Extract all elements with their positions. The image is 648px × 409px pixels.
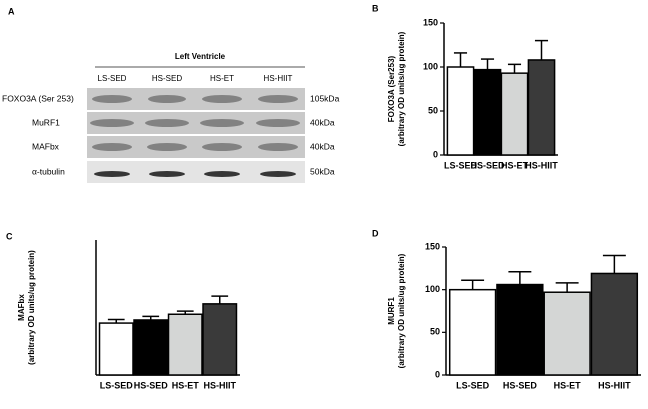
blot-band <box>258 143 298 151</box>
blot-strip <box>87 112 305 134</box>
blot-strip <box>87 161 305 183</box>
y-axis-label: MURF1 <box>387 297 396 325</box>
blot-panel: A Left Ventricle <box>8 6 305 68</box>
blot-strip <box>87 136 305 158</box>
blot-band <box>202 143 242 151</box>
x-tick-label: HS-ET <box>172 380 200 390</box>
y-tick-label: 100 <box>423 61 438 71</box>
blot-band <box>147 143 187 151</box>
y-tick-label: 150 <box>425 241 440 251</box>
bar <box>98 322 134 376</box>
lane-label: LS-SED <box>98 74 127 83</box>
bar <box>473 68 502 156</box>
blot-band <box>148 95 186 103</box>
y-tick-label: 100 <box>425 284 440 294</box>
bar-chart: D MURF1 (arbitrary OD units/ug protein) 0 50… <box>372 228 641 390</box>
bar-chart: B FOXO3A (Ser253) (arbitrary OD units/ug p… <box>372 3 558 170</box>
y-axis-label: FOXO3A (Ser253) <box>387 55 396 122</box>
x-tick-label: HS-HIIT <box>525 160 558 170</box>
bar <box>133 319 169 376</box>
blot-band <box>94 171 130 177</box>
y-tick-label: 0 <box>435 369 440 379</box>
blot-band <box>149 171 185 177</box>
x-tick-label: LS-SED <box>456 380 490 390</box>
y-tick-label: 50 <box>430 327 440 337</box>
lane-label: HS-HIIT <box>264 74 293 83</box>
y-tick-label: 50 <box>428 105 438 115</box>
blot-band <box>145 119 189 127</box>
x-tick-label: LS-SED <box>444 160 478 170</box>
x-tick-label: HS-HIIT <box>204 380 237 390</box>
x-tick-label: LS-SED <box>100 380 134 390</box>
blot-size-label: 40kDa <box>310 141 335 151</box>
blot-band <box>90 119 134 127</box>
blot-band <box>256 119 300 127</box>
bar <box>527 59 556 156</box>
blot-title: Left Ventricle <box>175 52 226 61</box>
y-tick-label: 0 <box>433 149 438 159</box>
blot-band <box>258 95 298 103</box>
blot-band <box>92 95 132 103</box>
blot-band <box>92 143 132 151</box>
blot-band <box>204 171 240 177</box>
x-tick-label: HS-ET <box>554 380 582 390</box>
bar <box>543 291 591 376</box>
x-tick-label: HS-SED <box>470 160 505 170</box>
bar <box>448 288 497 376</box>
y-axis-label: MAFbx <box>17 294 26 321</box>
y-axis-label: (arbitrary OD units/ug protein) <box>397 253 406 368</box>
blot-row-label: FOXO3A (Ser 253) <box>2 93 74 103</box>
blot-band <box>200 119 244 127</box>
x-tick-label: HS-SED <box>503 380 538 390</box>
panel-letter: C <box>6 231 13 241</box>
blot-size-label: 40kDa <box>310 117 335 127</box>
blot-size-label: 50kDa <box>310 166 335 176</box>
bar-chart: C MAFbx (arbitrary OD units/ug protein) LS-… <box>6 231 240 390</box>
bar <box>496 283 544 376</box>
panel-letter: A <box>8 6 15 16</box>
bar <box>446 66 475 156</box>
blot-band <box>202 95 242 103</box>
bar <box>202 303 238 376</box>
y-axis-label: (arbitrary OD units/ug protein) <box>397 31 406 146</box>
blot-row-label: MuRF1 <box>32 117 60 127</box>
y-axis-label: (arbitrary OD units/ug protein) <box>27 250 36 365</box>
y-tick-label: 150 <box>423 17 438 27</box>
x-tick-label: HS-ET <box>501 160 529 170</box>
blot-size-label: 105kDa <box>310 93 340 103</box>
bar <box>167 313 203 376</box>
lane-label: HS-ET <box>210 74 234 83</box>
x-tick-label: HS-SED <box>134 380 169 390</box>
blot-band <box>260 171 296 177</box>
bar <box>590 272 639 376</box>
blot-row-label: MAFbx <box>32 141 60 151</box>
x-tick-label: HS-HIIT <box>598 380 631 390</box>
bar <box>500 72 529 156</box>
panel-letter: D <box>372 228 379 238</box>
lane-label: HS-SED <box>152 74 182 83</box>
blot-row-label: α-tubulin <box>32 166 65 176</box>
panel-letter: B <box>372 3 379 13</box>
blot-strip <box>87 88 305 110</box>
